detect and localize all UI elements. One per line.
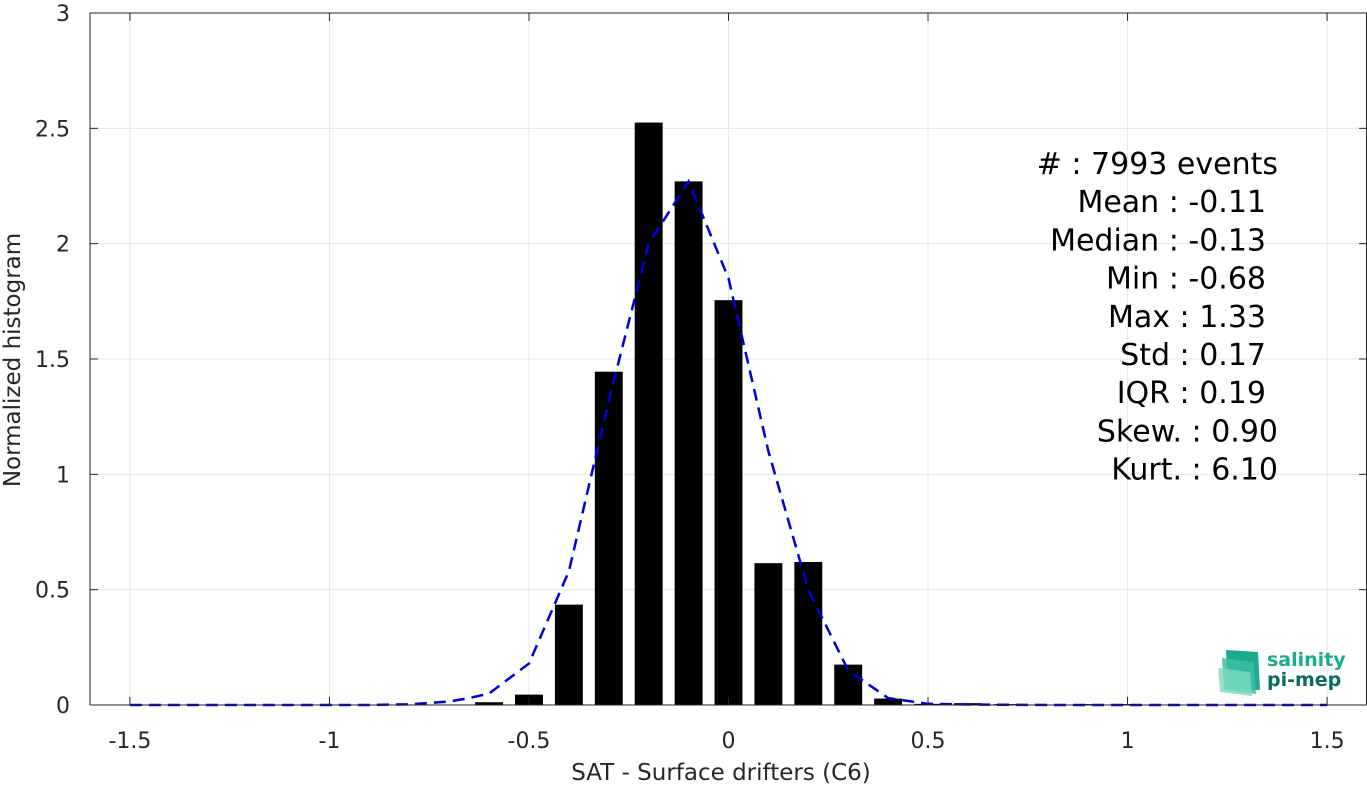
bars: [475, 122, 1142, 706]
histogram-bar: [674, 181, 703, 706]
y-tick-label: 3: [56, 2, 70, 27]
histogram-bar: [754, 563, 783, 705]
x-tick-label: 1.5: [1310, 729, 1345, 754]
histogram-bar: [554, 604, 583, 705]
y-tick-label: 2: [56, 233, 70, 258]
x-tick-label: -0.5: [508, 729, 551, 754]
y-axis-title: Normalized histogram: [0, 233, 26, 487]
salinity-pi-mep-logo: salinity pi-mep: [1218, 649, 1346, 696]
stats-line: Max : 1.33: [1108, 300, 1266, 335]
x-tick-labels: -1.5 -1 -0.5 0 0.5 1 1.5: [108, 729, 1344, 754]
stats-line: # : 7993 events: [1037, 147, 1278, 182]
stats-line: IQR : 0.19: [1117, 376, 1266, 411]
histogram-bar: [794, 561, 823, 705]
logo-line2: pi-mep: [1267, 669, 1341, 691]
y-tick-label: 1: [56, 463, 70, 488]
histogram-bar: [594, 371, 623, 705]
x-tick-label: -1: [318, 729, 340, 754]
stats-line: Kurt. : 6.10: [1111, 453, 1278, 488]
histogram-bar: [634, 122, 663, 706]
histogram-bar: [714, 300, 743, 705]
y-tick-labels: 0 0.5 1 1.5 2 2.5 3: [35, 2, 70, 719]
histogram-bar: [874, 698, 903, 705]
x-tick-label: 1: [1121, 729, 1135, 754]
y-tick-label: 0.5: [35, 579, 70, 604]
stats-line: Mean : -0.11: [1077, 185, 1266, 220]
stats-line: Std : 0.17: [1120, 338, 1266, 373]
logo-waves-icon: [1218, 650, 1260, 696]
x-tick-label: 0: [722, 729, 736, 754]
y-tick-label: 2.5: [35, 117, 70, 142]
y-tick-label: 0: [56, 694, 70, 719]
x-tick-label: -1.5: [108, 729, 151, 754]
stats-line: Skew. : 0.90: [1097, 414, 1278, 449]
y-tick-label: 1.5: [35, 348, 70, 373]
stats-line: Min : -0.68: [1106, 262, 1266, 297]
x-axis-title: SAT - Surface drifters (C6): [571, 760, 871, 785]
histogram-bar: [475, 702, 504, 705]
x-tick-label: 0.5: [911, 729, 946, 754]
logo-line1: salinity: [1267, 649, 1346, 671]
histogram-bar: [834, 664, 863, 705]
stats-line: Median : -0.13: [1050, 223, 1266, 258]
